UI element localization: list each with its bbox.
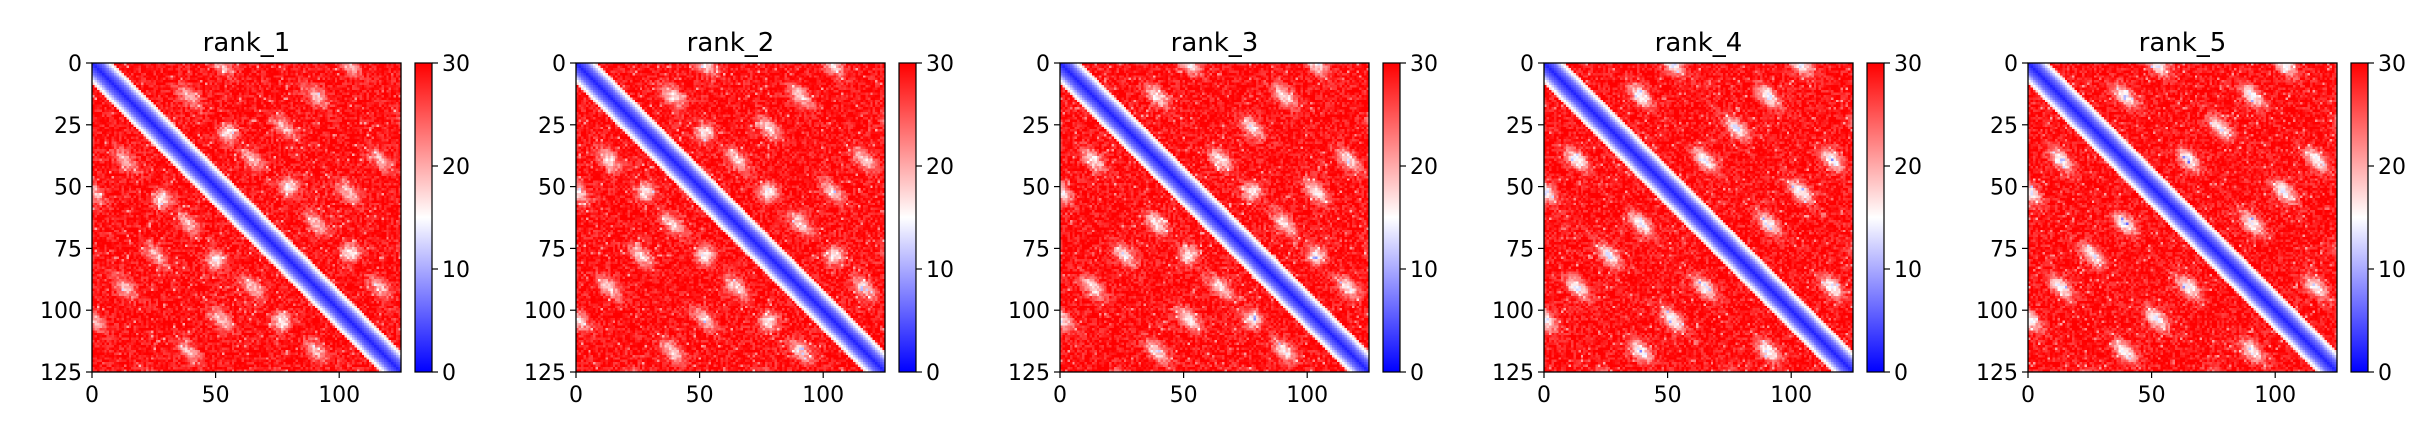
y-tick-label: 75 <box>1022 237 1050 262</box>
colorbar-tick-label: 20 <box>926 155 954 180</box>
colorbar <box>1867 63 1884 372</box>
colorbar-tick-label: 0 <box>1894 361 1908 386</box>
y-tick-label: 25 <box>1990 114 2018 139</box>
y-tick-label: 25 <box>1506 114 1534 139</box>
y-tick-label: 50 <box>1506 176 1534 201</box>
y-tick-label: 100 <box>524 299 566 324</box>
colorbar-tick-label: 0 <box>2378 361 2392 386</box>
colorbar-tick-label: 10 <box>1894 258 1922 283</box>
colorbar-tick-label: 0 <box>926 361 940 386</box>
y-tick-label: 25 <box>1022 114 1050 139</box>
y-tick-label: 0 <box>552 52 566 77</box>
y-tick-label: 25 <box>538 114 566 139</box>
heatmap-image <box>576 63 885 372</box>
heatmap-image <box>2028 63 2337 372</box>
colorbar-tick-label: 20 <box>2378 155 2406 180</box>
y-tick-label: 125 <box>1492 361 1534 386</box>
colorbar-tick-label: 10 <box>926 258 954 283</box>
y-tick-label: 50 <box>538 176 566 201</box>
colorbar-tick-label: 30 <box>2378 52 2406 77</box>
y-tick-label: 0 <box>1520 52 1534 77</box>
panel-title: rank_4 <box>1655 28 1743 58</box>
y-tick-label: 125 <box>1008 361 1050 386</box>
heatmap-image <box>1060 63 1369 372</box>
x-tick-label: 50 <box>1170 383 1198 408</box>
colorbar-tick-label: 20 <box>1894 155 1922 180</box>
x-tick-label: 50 <box>686 383 714 408</box>
y-tick-label: 75 <box>1990 237 2018 262</box>
colorbar-tick-label: 20 <box>442 155 470 180</box>
y-tick-label: 0 <box>68 52 82 77</box>
y-tick-label: 75 <box>538 237 566 262</box>
x-tick-label: 50 <box>2138 383 2166 408</box>
y-tick-label: 50 <box>1022 176 1050 201</box>
y-tick-label: 100 <box>1492 299 1534 324</box>
colorbar-tick-label: 0 <box>1410 361 1424 386</box>
x-tick-label: 0 <box>569 383 583 408</box>
colorbar <box>1383 63 1400 372</box>
y-tick-label: 0 <box>1036 52 1050 77</box>
x-tick-label: 50 <box>1654 383 1682 408</box>
colorbar <box>899 63 916 372</box>
x-tick-label: 100 <box>802 383 844 408</box>
colorbar <box>415 63 432 372</box>
y-tick-label: 100 <box>1008 299 1050 324</box>
y-tick-label: 25 <box>54 114 82 139</box>
colorbar-tick-label: 30 <box>1894 52 1922 77</box>
colorbar-tick-label: 10 <box>2378 258 2406 283</box>
x-tick-label: 100 <box>2254 383 2296 408</box>
colorbar-tick-label: 10 <box>442 258 470 283</box>
heatmap-image <box>92 63 401 372</box>
colorbar-tick-label: 30 <box>442 52 470 77</box>
panel-title: rank_5 <box>2139 28 2227 58</box>
x-tick-label: 50 <box>202 383 230 408</box>
x-tick-label: 0 <box>85 383 99 408</box>
colorbar-tick-label: 30 <box>926 52 954 77</box>
colorbar <box>2351 63 2368 372</box>
y-tick-label: 75 <box>54 237 82 262</box>
x-tick-label: 0 <box>2021 383 2035 408</box>
x-tick-label: 100 <box>318 383 360 408</box>
y-tick-label: 0 <box>2004 52 2018 77</box>
x-tick-label: 0 <box>1537 383 1551 408</box>
y-tick-label: 125 <box>1976 361 2018 386</box>
y-tick-label: 75 <box>1506 237 1534 262</box>
heatmap-image <box>1544 63 1853 372</box>
y-tick-label: 125 <box>40 361 82 386</box>
y-tick-label: 50 <box>54 176 82 201</box>
y-tick-label: 100 <box>1976 299 2018 324</box>
panel-title: rank_2 <box>687 28 775 58</box>
colorbar-tick-label: 0 <box>442 361 456 386</box>
x-tick-label: 0 <box>1053 383 1067 408</box>
panel-title: rank_1 <box>203 28 291 58</box>
colorbar-tick-label: 20 <box>1410 155 1438 180</box>
y-tick-label: 125 <box>524 361 566 386</box>
x-tick-label: 100 <box>1286 383 1328 408</box>
colorbar-tick-label: 10 <box>1410 258 1438 283</box>
y-tick-label: 100 <box>40 299 82 324</box>
y-tick-label: 50 <box>1990 176 2018 201</box>
colorbar-tick-label: 30 <box>1410 52 1438 77</box>
x-tick-label: 100 <box>1770 383 1812 408</box>
panel-title: rank_3 <box>1171 28 1259 58</box>
